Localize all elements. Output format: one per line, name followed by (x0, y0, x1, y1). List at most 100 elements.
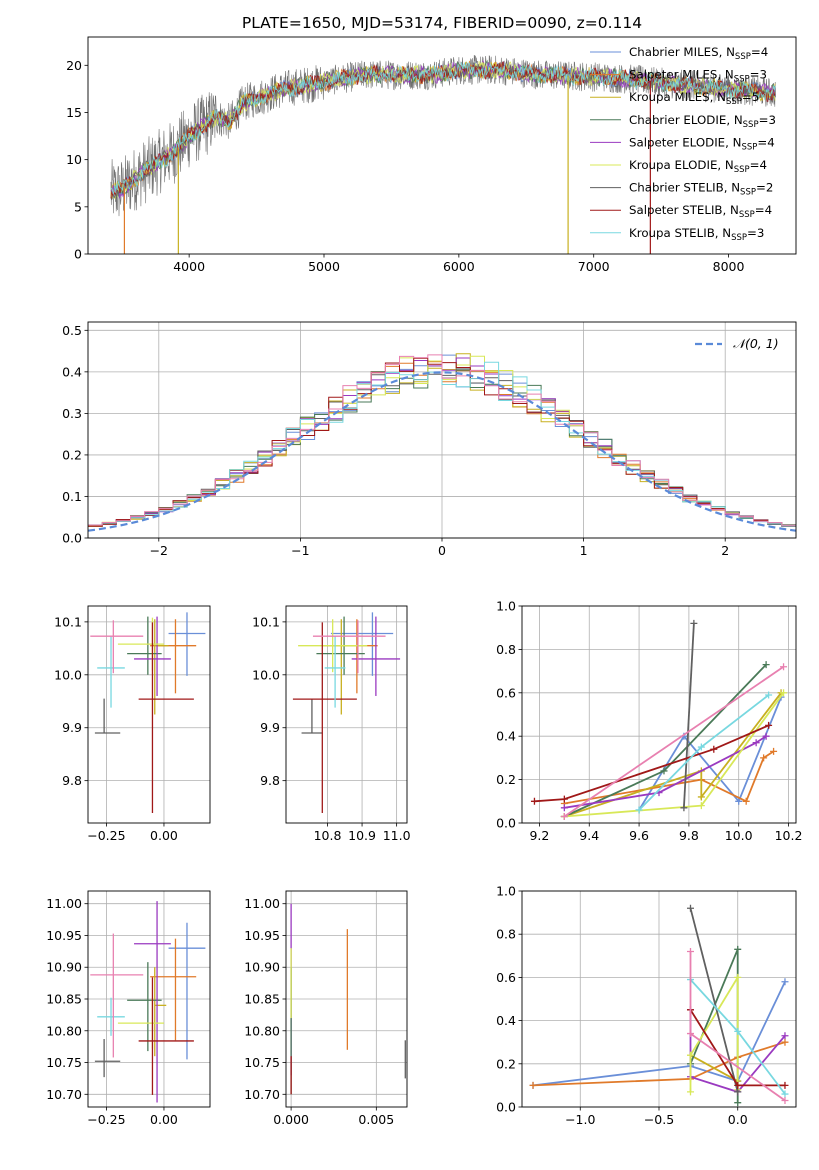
mass-weight-series (530, 721, 773, 805)
axes-frame (87, 890, 211, 1108)
y-tick-label: 0.3 (62, 406, 82, 421)
series-marker (734, 973, 742, 981)
series-marker (560, 812, 568, 820)
series-marker (734, 1099, 742, 1107)
series-line (534, 724, 769, 803)
legend-subscript: SSP (743, 120, 759, 130)
series-marker (765, 721, 773, 729)
y-tick-label: 10.75 (244, 1055, 280, 1070)
data-point-with-errorbars (324, 636, 346, 708)
series-marker (680, 804, 688, 812)
data-point-with-errorbars (94, 698, 121, 734)
y-tick-label: 9.9 (62, 720, 82, 735)
series-line (564, 735, 767, 809)
series-marker (697, 743, 705, 751)
model-spectrum-line (110, 61, 776, 195)
histogram-legend: 𝒩(0, 1) (695, 336, 779, 351)
series-marker (781, 1090, 789, 1098)
data-point-with-errorbars (292, 622, 357, 813)
x-tick-label: −0.5 (644, 1112, 674, 1127)
axes-frame (521, 605, 797, 824)
legend-subscript: SSP (739, 210, 755, 220)
legend-subscript: SSP (735, 52, 751, 62)
normal-reference-curve (88, 371, 796, 532)
plot-area (110, 54, 776, 254)
y-tick-label: 0.4 (496, 729, 516, 744)
y-tick-label: 10.90 (244, 960, 280, 975)
residual-histogram-panel: −2 −1 0 1 2 0.0 0.1 0.2 0.3 0.4 0.5 𝒩(0, 1) (62, 321, 797, 558)
data-point-with-errorbars (312, 620, 386, 674)
data-point-with-errorbars (97, 997, 125, 1036)
x-tick-label: −1 (291, 543, 309, 558)
plot-area (90, 612, 206, 813)
data-point-with-errorbars (94, 1039, 121, 1078)
y-tick-label: 0.2 (62, 447, 82, 462)
legend-subscript: SSP (741, 142, 757, 152)
data-point-with-errorbars (322, 619, 378, 694)
data-point-with-errorbars (90, 933, 144, 1058)
x-tick-label: 11.0 (383, 828, 411, 843)
plot-area (529, 904, 789, 1107)
legend-label-text: Kroupa STELIB, N (629, 226, 731, 240)
x-tick-label: 10.0 (725, 828, 753, 843)
series-marker (781, 978, 789, 986)
axes: 0.000 0.005 10.70 10.75 10.80 10.85 10.90 10.95… (244, 890, 408, 1127)
mass-weight-vs-age-panel: 9.2 9.4 9.6 9.8 10.0 10.2 0.0 0.2 0.4 0.6 0.8 1.0 (496, 599, 802, 844)
y-tick-label: 10.70 (46, 1087, 82, 1102)
series-marker (734, 1027, 742, 1035)
series-marker (781, 1032, 789, 1040)
axes: −0.25 0.00 10.70 10.75 10.80 10.85 10.90 10.95 1… (46, 890, 211, 1127)
y-tick-label: 15 (66, 105, 82, 120)
data-point-with-errorbars (134, 901, 171, 1103)
y-tick-label: 10.0 (252, 667, 280, 682)
grid-lines (88, 606, 210, 823)
series-marker (760, 754, 768, 762)
y-tick-label: 0.2 (496, 1056, 516, 1071)
data-point-with-errorbars (90, 620, 144, 674)
axes-frame (521, 890, 797, 1108)
legend-subscript: SSP (734, 75, 750, 85)
x-tick-label: 8000 (713, 259, 745, 274)
y-tick-label: 10.80 (244, 1023, 280, 1038)
legend-subscript: SSP (731, 233, 747, 243)
x-tick-label: −1.0 (565, 1112, 595, 1127)
mass-weight-series (560, 663, 788, 820)
legend-entry: Kroupa ELODIE, NSSP=4 (629, 158, 767, 175)
axes: 10.8 10.9 11.0 9.8 9.9 10.0 10.1 (252, 605, 411, 843)
series-marker (660, 767, 668, 775)
data-point-with-errorbars (150, 938, 197, 1041)
x-tick-label: 0.00 (150, 1112, 178, 1127)
axes-frame (87, 321, 797, 539)
y-tick-label: 10.0 (54, 667, 82, 682)
x-tick-label: 5000 (308, 259, 340, 274)
mass-weight-vs-metallicity-panel: −1.0 −0.5 0.0 0.0 0.2 0.4 0.6 0.8 1.0 (496, 884, 797, 1127)
y-tick-label: 10.95 (46, 928, 82, 943)
y-tick-label: 10.80 (46, 1023, 82, 1038)
legend-subscript: SSP (726, 97, 742, 107)
y-tick-label: 10.1 (252, 614, 280, 629)
legend-entry: Salpeter MILES, NSSP=3 (629, 68, 767, 85)
mass-weight-series (686, 947, 789, 1105)
mass-weight-series (635, 691, 773, 814)
y-tick-label: 0.6 (496, 970, 516, 985)
x-tick-label: 10.8 (314, 828, 342, 843)
data-point-with-errorbars (138, 977, 194, 1095)
series-marker (697, 793, 705, 801)
legend-label-text: Chabrier ELODIE, N (629, 113, 743, 127)
series-marker (686, 904, 694, 912)
series-marker (686, 947, 694, 955)
x-tick-label: 4000 (173, 259, 205, 274)
grid-lines (88, 891, 210, 1107)
y-tick-label: 10 (66, 152, 82, 167)
legend-label-text: Salpeter ELODIE, N (629, 135, 741, 149)
x-tick-label: −0.25 (87, 828, 125, 843)
axes: 9.2 9.4 9.6 9.8 10.0 10.2 0.0 0.2 0.4 0.6 0.8 1.0 (496, 599, 802, 844)
series-line (690, 1054, 739, 1082)
mass-weight-series (560, 747, 778, 807)
series-marker (635, 806, 643, 814)
series-line (683, 623, 695, 808)
axes-frame (285, 605, 408, 824)
series-line (689, 908, 739, 1093)
